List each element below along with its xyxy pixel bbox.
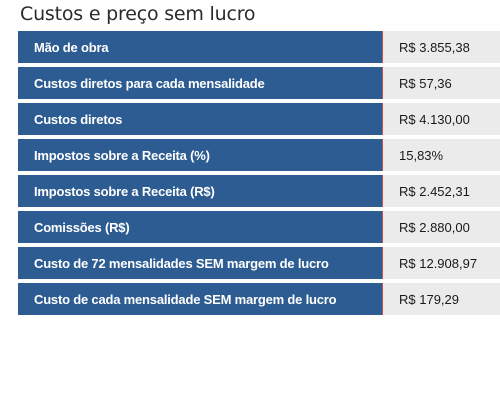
row-separator [382,175,383,207]
row-value: R$ 2.880,00 [383,211,500,243]
row-label: Impostos sobre a Receita (%) [18,139,382,171]
row-separator [382,247,383,279]
table-row: Custos diretos para cada mensalidade R$ … [18,67,500,99]
row-separator [382,103,383,135]
table-row: Mão de obra R$ 3.855,38 [18,31,500,63]
row-label: Impostos sobre a Receita (R$) [18,175,382,207]
row-value: R$ 2.452,31 [383,175,500,207]
row-label: Custo de cada mensalidade SEM margem de … [18,283,382,315]
table-row: Impostos sobre a Receita (%) 15,83% [18,139,500,171]
row-separator [382,211,383,243]
row-value: R$ 57,36 [383,67,500,99]
row-separator [382,283,383,315]
row-label: Mão de obra [18,31,382,63]
row-label: Custos diretos [18,103,382,135]
row-label: Custo de 72 mensalidades SEM margem de l… [18,247,382,279]
row-separator [382,31,383,63]
table-row: Custo de cada mensalidade SEM margem de … [18,283,500,315]
row-value: R$ 179,29 [383,283,500,315]
page-title: Custos e preço sem lucro [20,3,256,25]
row-label: Comissões (R$) [18,211,382,243]
row-separator [382,139,383,171]
cost-table: Mão de obra R$ 3.855,38 Custos diretos p… [18,31,500,319]
row-value: R$ 4.130,00 [383,103,500,135]
table-row: Custos diretos R$ 4.130,00 [18,103,500,135]
row-value: R$ 3.855,38 [383,31,500,63]
table-row: Comissões (R$) R$ 2.880,00 [18,211,500,243]
row-value: 15,83% [383,139,500,171]
table-row: Impostos sobre a Receita (R$) R$ 2.452,3… [18,175,500,207]
row-value: R$ 12.908,97 [383,247,500,279]
row-separator [382,67,383,99]
table-row: Custo de 72 mensalidades SEM margem de l… [18,247,500,279]
row-label: Custos diretos para cada mensalidade [18,67,382,99]
